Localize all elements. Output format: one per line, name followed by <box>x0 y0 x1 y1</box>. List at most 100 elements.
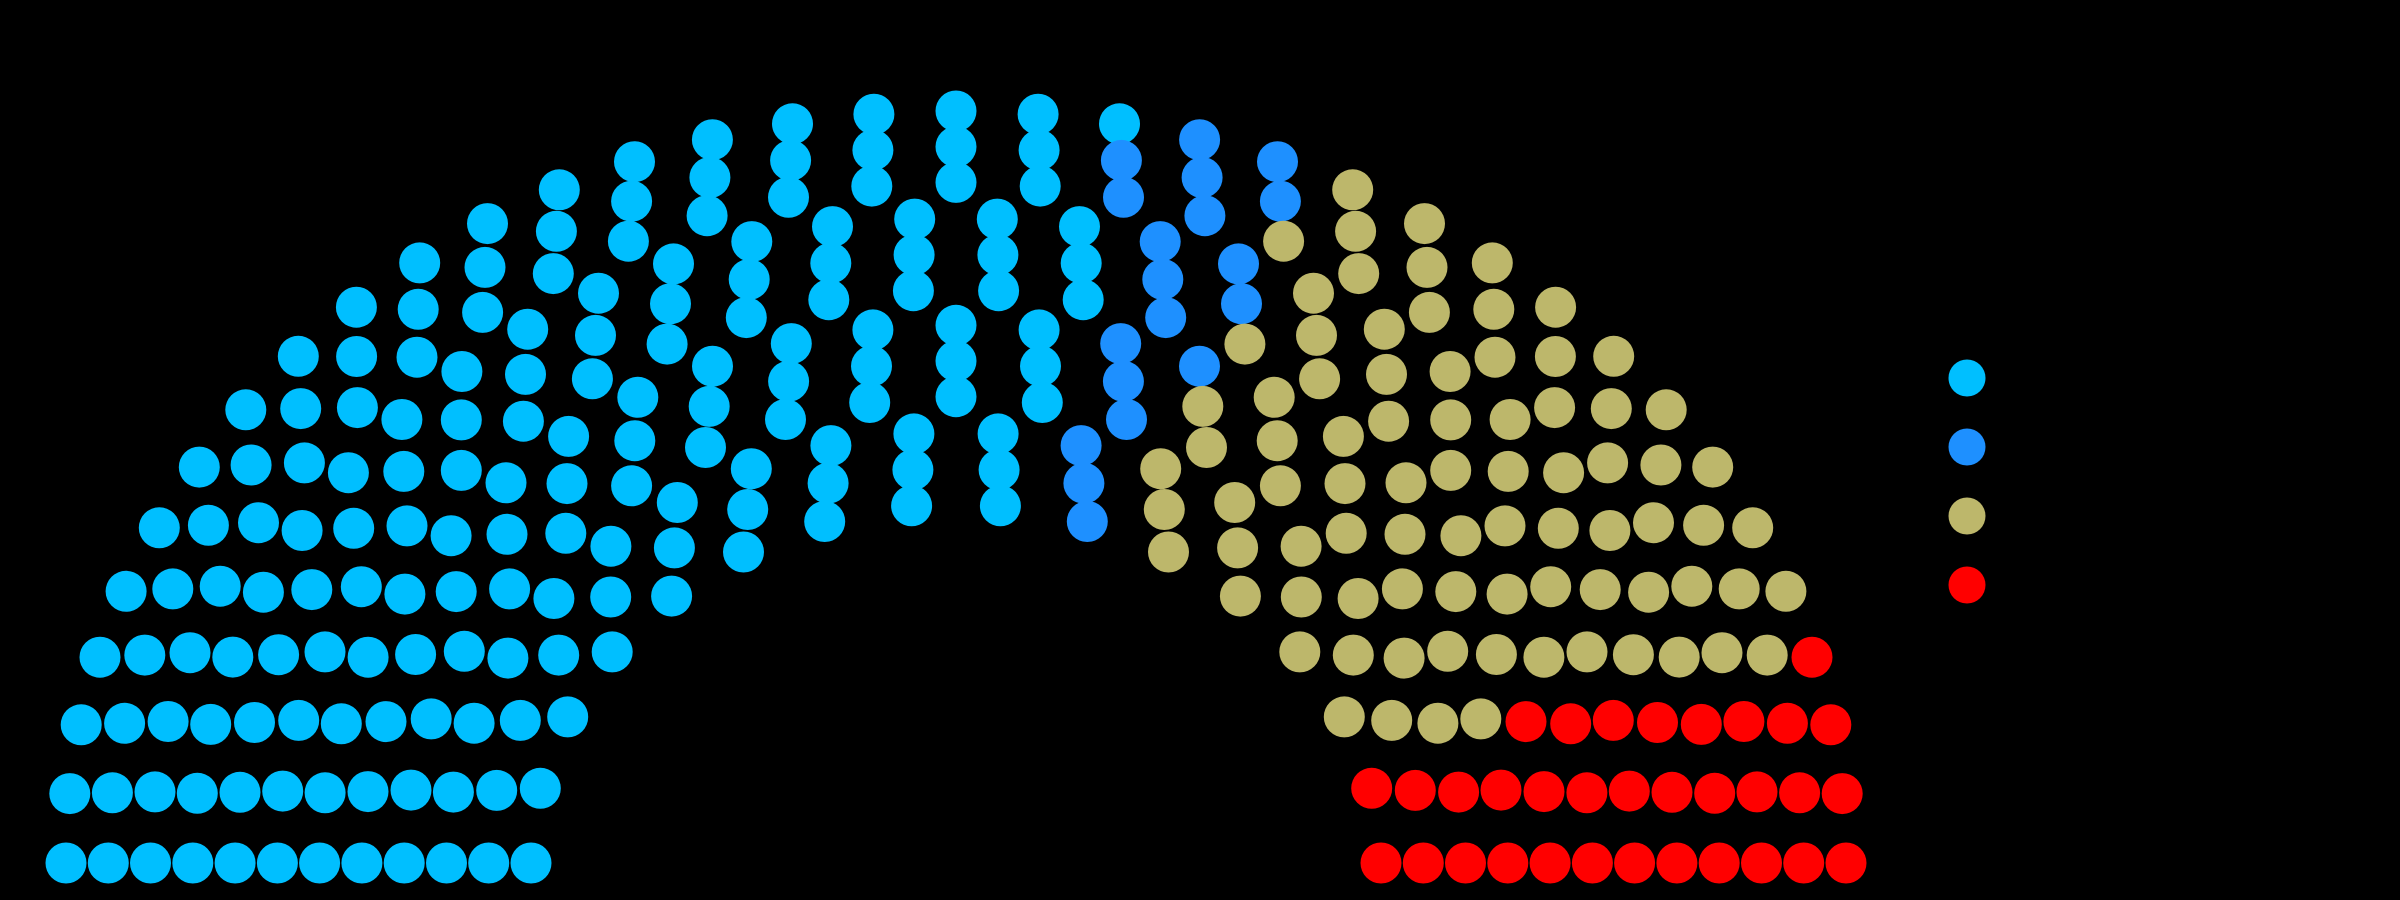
seat-dot-party-4 <box>1351 767 1393 809</box>
seat-dot-party-1 <box>147 701 189 742</box>
seat-dot-party-1 <box>384 573 426 615</box>
seat-dot-party-4 <box>1766 702 1808 744</box>
seat-dot-party-4 <box>1529 842 1571 884</box>
seat-dot-party-4 <box>1614 842 1656 884</box>
legend-swatch-party-1 <box>1948 359 1986 397</box>
legend-swatch-party-3 <box>1948 497 1986 535</box>
seat-dot-party-1 <box>462 291 504 333</box>
seat-dot-party-3 <box>1692 446 1734 488</box>
seat-dot-party-2 <box>1145 297 1187 339</box>
seat-dot-party-1 <box>138 507 180 549</box>
seat-dot-party-3 <box>1325 512 1367 554</box>
seat-dot-party-1 <box>611 180 653 222</box>
seat-dot-party-1 <box>510 842 552 884</box>
seat-dot-party-1 <box>383 450 425 492</box>
seat-dot-party-3 <box>1435 571 1477 613</box>
seat-dot-party-1 <box>340 566 382 608</box>
seat-dot-party-1 <box>807 462 849 504</box>
seat-dot-party-3 <box>1427 630 1469 672</box>
seat-dot-party-3 <box>1732 507 1774 549</box>
seat-dot-party-1 <box>935 340 977 382</box>
seat-dot-party-3 <box>1429 351 1471 392</box>
seat-dot-party-1 <box>291 569 333 611</box>
seat-dot-party-3 <box>1523 636 1565 678</box>
seat-dot-party-4 <box>1698 842 1740 884</box>
seat-dot-party-1 <box>60 704 102 746</box>
seat-dot-party-3 <box>1337 578 1379 619</box>
seat-dot-party-1 <box>464 246 506 288</box>
seat-dot-party-1 <box>765 399 806 440</box>
seat-dot-party-1 <box>277 335 319 377</box>
seat-dot-party-1 <box>304 772 346 814</box>
seat-dot-party-1 <box>256 842 298 884</box>
seat-dot-party-1 <box>443 630 485 672</box>
seat-dot-party-1 <box>727 489 769 530</box>
seat-dot-party-1 <box>507 308 549 350</box>
seat-dot-party-1 <box>467 203 508 245</box>
seat-dot-party-1 <box>723 531 764 573</box>
seat-dot-party-1 <box>280 388 322 430</box>
seat-dot-party-1 <box>770 139 812 181</box>
seat-dot-party-3 <box>1671 565 1713 607</box>
seat-dot-party-1 <box>283 442 325 484</box>
seat-dot-party-1 <box>341 842 383 884</box>
seat-dot-party-1 <box>892 449 934 491</box>
seat-dot-party-3 <box>1566 631 1608 673</box>
seat-dot-party-1 <box>575 314 616 356</box>
seat-dot-party-1 <box>1020 345 1061 387</box>
seat-dot-party-2 <box>1142 258 1184 300</box>
seat-dot-party-1 <box>653 527 695 569</box>
seat-dot-party-3 <box>1140 448 1182 490</box>
seat-dot-party-1 <box>386 505 428 547</box>
seat-dot-party-4 <box>1825 842 1867 884</box>
seat-dot-party-3 <box>1534 387 1576 429</box>
seat-dot-party-3 <box>1633 502 1674 544</box>
seat-dot-party-1 <box>1021 382 1063 423</box>
seat-dot-party-1 <box>397 288 439 330</box>
seat-dot-party-3 <box>1332 169 1374 211</box>
seat-dot-party-4 <box>1656 842 1698 884</box>
seat-dot-party-3 <box>1363 308 1405 350</box>
seat-dot-party-1 <box>591 631 633 673</box>
seat-dot-party-1 <box>852 129 894 171</box>
seat-dot-party-3 <box>1324 463 1366 505</box>
seat-dot-party-4 <box>1694 772 1736 814</box>
seat-dot-party-2 <box>1259 180 1301 222</box>
seat-dot-party-3 <box>1579 569 1621 611</box>
seat-dot-party-1 <box>731 221 773 263</box>
seat-dot-party-4 <box>1741 842 1782 884</box>
seat-dot-party-1 <box>430 515 472 557</box>
seat-dot-party-4 <box>1566 772 1608 814</box>
seat-dot-party-1 <box>395 634 437 675</box>
seat-dot-party-2 <box>1179 119 1221 161</box>
seat-dot-party-1 <box>772 103 813 145</box>
seat-dot-party-1 <box>87 842 129 884</box>
seat-dot-party-1 <box>499 699 541 741</box>
seat-dot-party-4 <box>1651 771 1693 813</box>
seat-dot-party-1 <box>410 698 452 740</box>
seat-dot-party-3 <box>1404 203 1445 245</box>
seat-dot-party-1 <box>646 323 688 365</box>
seat-dot-party-3 <box>1471 242 1513 284</box>
seat-dot-party-1 <box>468 842 510 884</box>
seat-dot-party-1 <box>893 234 935 276</box>
seat-dot-party-1 <box>336 336 378 377</box>
seat-dot-party-3 <box>1537 507 1579 549</box>
seat-dot-party-1 <box>656 482 698 523</box>
seat-dot-party-1 <box>686 195 728 237</box>
seat-dot-party-1 <box>242 571 284 613</box>
seat-dot-party-1 <box>725 297 767 339</box>
seat-dot-party-3 <box>1489 399 1531 440</box>
seat-dot-party-3 <box>1143 489 1185 530</box>
seat-dot-party-1 <box>320 703 362 745</box>
seat-dot-party-3 <box>1475 634 1517 675</box>
seat-dot-party-1 <box>685 427 726 468</box>
seat-dot-party-2 <box>1100 139 1142 181</box>
seat-dot-party-3 <box>1640 444 1682 486</box>
seat-dot-party-1 <box>578 272 619 314</box>
seat-dot-party-1 <box>689 157 731 198</box>
seat-dot-party-3 <box>1530 566 1572 608</box>
seat-dot-party-1 <box>134 771 176 813</box>
seat-dot-party-3 <box>1718 568 1760 610</box>
seat-dot-party-1 <box>617 376 659 418</box>
